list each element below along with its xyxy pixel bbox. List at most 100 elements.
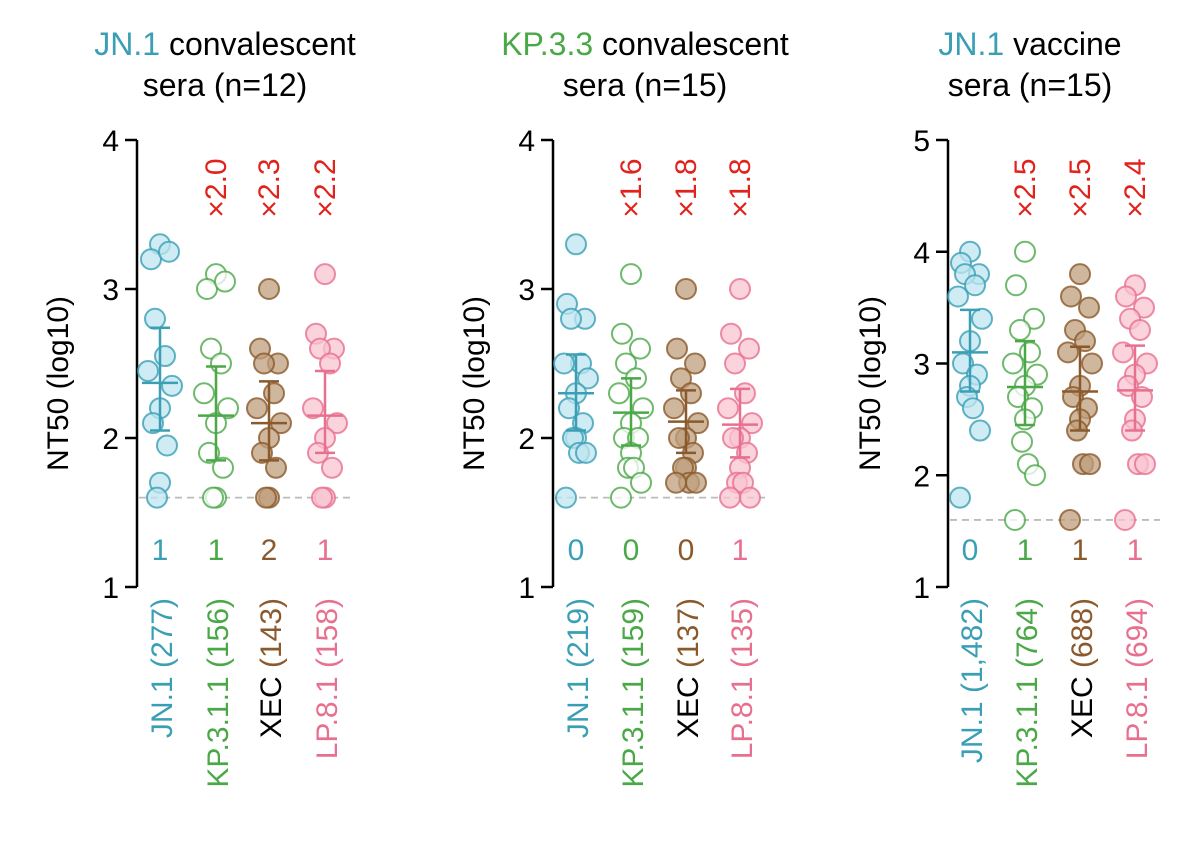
chart-subtitle: sera (n=15) bbox=[948, 67, 1113, 103]
data-point bbox=[326, 412, 348, 435]
data-point bbox=[196, 278, 218, 300]
x-category-label: XEC (137) bbox=[672, 598, 705, 738]
data-point bbox=[217, 397, 239, 420]
data-point bbox=[146, 486, 168, 509]
fold-change-label: ×1.8 bbox=[670, 158, 703, 217]
data-point bbox=[610, 486, 632, 509]
data-point bbox=[680, 382, 702, 405]
fold-change-label: ×2.5 bbox=[1064, 158, 1097, 217]
data-point bbox=[666, 337, 688, 360]
below-lod-count: 1 bbox=[1072, 534, 1089, 567]
y-tick-label: 3 bbox=[102, 274, 119, 307]
category-geomean: (158) bbox=[311, 598, 344, 676]
data-point bbox=[1134, 453, 1156, 476]
data-point bbox=[738, 337, 760, 360]
chart-title: JN.1 convalescent bbox=[94, 26, 356, 62]
y-tick-label: 1 bbox=[913, 572, 930, 605]
category-name: JN.1 bbox=[956, 701, 989, 763]
x-category-label: LP.8.1 (158) bbox=[311, 598, 344, 759]
category-xec: ×2.5 1 XEC (688) bbox=[1057, 158, 1103, 738]
category-name: LP.8.1 bbox=[726, 676, 759, 759]
fold-change-label: ×2.4 bbox=[1119, 158, 1152, 217]
data-point bbox=[302, 397, 324, 420]
data-point bbox=[558, 397, 580, 420]
category-geomean: (159) bbox=[617, 598, 650, 676]
category-xec: ×1.8 0 XEC (137) bbox=[663, 158, 709, 738]
title-virus-name: JN.1 bbox=[94, 26, 160, 62]
data-point bbox=[685, 471, 707, 494]
title-sera-type: convalescent bbox=[593, 26, 789, 62]
data-point bbox=[246, 397, 268, 420]
data-point bbox=[161, 374, 183, 397]
data-point bbox=[158, 240, 180, 263]
data-point bbox=[156, 434, 178, 457]
data-point bbox=[212, 456, 234, 479]
below-lod-count: 1 bbox=[1017, 534, 1034, 567]
x-category-label: XEC (143) bbox=[255, 598, 288, 738]
category-geomean: (764) bbox=[1011, 598, 1044, 676]
y-tick-label: 5 bbox=[913, 125, 930, 158]
fold-change-label: ×2.5 bbox=[1009, 158, 1042, 217]
y-tick-label: 3 bbox=[518, 274, 535, 307]
category-lp81: ×2.2 1 LP.8.1 (158) bbox=[302, 158, 348, 759]
category-kp311: ×1.6 0 KP.3.1.1 (159) bbox=[608, 158, 654, 788]
data-point bbox=[1081, 352, 1103, 375]
chart-panel-1: JN.1 convalescent sera (n=12) NT50 (log10)… bbox=[42, 26, 356, 788]
category-jn1: 0 JN.1 (1,482) bbox=[947, 240, 993, 763]
data-point bbox=[1131, 386, 1153, 409]
data-point bbox=[1009, 318, 1031, 341]
data-point bbox=[687, 412, 709, 435]
data-point bbox=[630, 471, 652, 494]
category-name: JN.1 bbox=[146, 676, 179, 738]
data-point bbox=[1005, 274, 1027, 297]
data-point bbox=[971, 307, 993, 330]
category-lp81: ×2.4 1 LP.8.1 (694) bbox=[1112, 158, 1158, 759]
data-point bbox=[253, 352, 275, 375]
fold-change-label: ×2.0 bbox=[200, 158, 233, 217]
data-point bbox=[724, 352, 746, 375]
data-point bbox=[1057, 341, 1079, 364]
data-point bbox=[137, 359, 159, 382]
data-point bbox=[140, 248, 162, 271]
fold-change-label: ×2.3 bbox=[253, 158, 286, 217]
title-virus-name: JN.1 bbox=[938, 26, 1004, 62]
data-point bbox=[575, 441, 597, 464]
chart-panel-2: KP.3.3 convalescent sera (n=15) NT50 (log1… bbox=[458, 26, 789, 788]
data-point bbox=[565, 233, 587, 256]
y-axis-label: NT50 (log10) bbox=[458, 296, 491, 471]
data-point bbox=[947, 285, 969, 308]
fold-change-label: ×1.6 bbox=[615, 158, 648, 217]
category-name: LP.8.1 bbox=[311, 676, 344, 759]
category-geomean: (137) bbox=[672, 598, 705, 676]
below-lod-count: 0 bbox=[623, 534, 640, 567]
data-point bbox=[193, 382, 215, 405]
data-point bbox=[1014, 240, 1036, 263]
data-point bbox=[154, 345, 176, 368]
category-kp311: ×2.5 1 KP.3.1.1 (764) bbox=[1002, 158, 1048, 788]
data-point bbox=[729, 278, 751, 300]
data-point bbox=[611, 322, 633, 345]
data-point bbox=[255, 486, 277, 509]
data-point bbox=[309, 337, 331, 360]
data-point bbox=[962, 397, 984, 420]
y-tick-label: 1 bbox=[518, 572, 535, 605]
chart-panel-3: JN.1 vaccine sera (n=15) NT50 (log10) 1 2 3 4 5… bbox=[854, 26, 1160, 788]
title-sera-type: convalescent bbox=[160, 26, 356, 62]
y-tick-label: 4 bbox=[518, 125, 535, 158]
category-name: LP.8.1 bbox=[1121, 676, 1154, 759]
data-point bbox=[311, 486, 333, 509]
y-tick-label: 2 bbox=[102, 423, 119, 456]
category-geomean: (688) bbox=[1066, 598, 1099, 676]
data-point bbox=[969, 419, 991, 442]
below-lod-count: 1 bbox=[732, 534, 749, 567]
data-point bbox=[670, 367, 692, 390]
data-point bbox=[668, 427, 690, 449]
data-point bbox=[1112, 341, 1134, 364]
data-point bbox=[615, 352, 637, 375]
data-point bbox=[1002, 352, 1024, 375]
y-tick-label: 4 bbox=[102, 125, 119, 158]
below-lod-count: 2 bbox=[261, 534, 278, 567]
y-tick-label: 3 bbox=[913, 349, 930, 382]
chart-title: JN.1 vaccine bbox=[938, 26, 1121, 62]
x-category-label: KP.3.1.1 (159) bbox=[617, 598, 650, 788]
